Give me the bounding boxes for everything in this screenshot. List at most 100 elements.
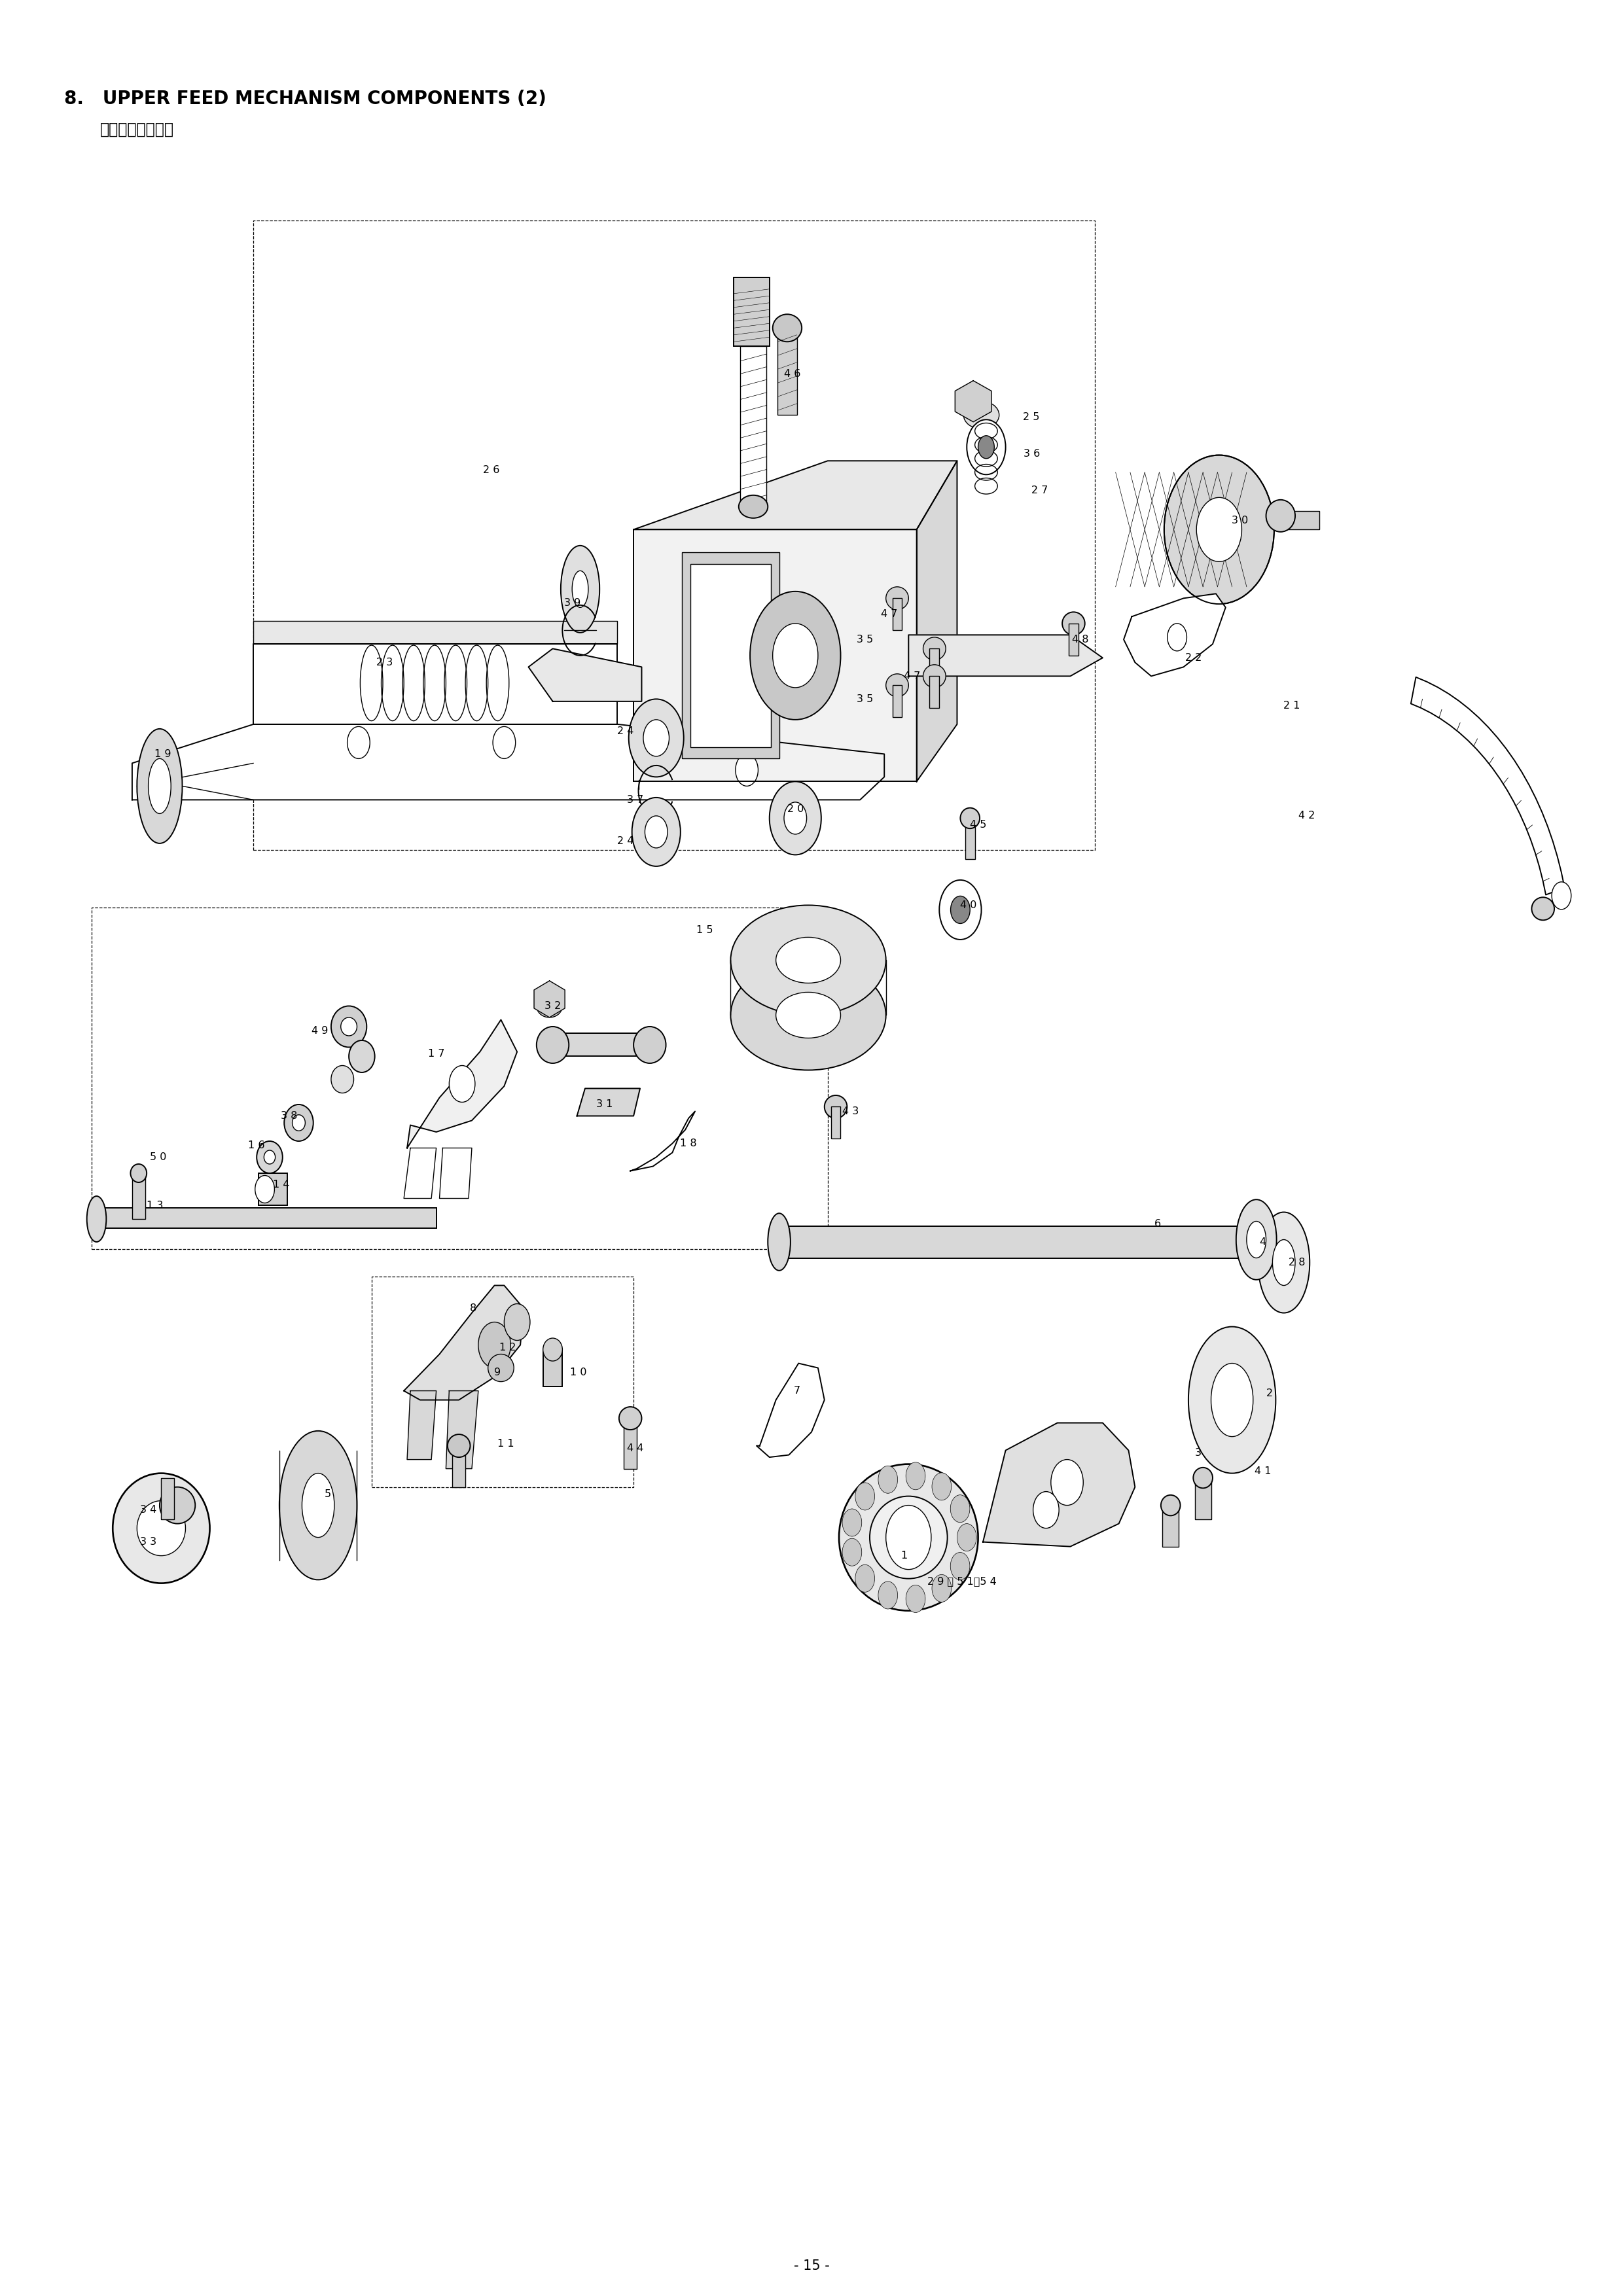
Ellipse shape — [1266, 501, 1295, 533]
Circle shape — [979, 436, 995, 459]
Ellipse shape — [618, 1407, 641, 1430]
Text: 3 2: 3 2 — [544, 1001, 562, 1010]
Polygon shape — [630, 1111, 695, 1171]
Circle shape — [906, 1584, 925, 1612]
Circle shape — [951, 1552, 971, 1580]
Ellipse shape — [633, 1026, 665, 1063]
Text: 4 7: 4 7 — [881, 608, 898, 620]
Ellipse shape — [730, 905, 886, 1015]
Bar — [623, 1419, 636, 1469]
Ellipse shape — [1253, 1212, 1276, 1270]
Text: 上送り関係（２）: 上送り関係（２） — [99, 122, 174, 138]
Polygon shape — [917, 461, 958, 781]
Bar — [893, 599, 902, 631]
Bar — [831, 1107, 841, 1139]
Text: 1 2: 1 2 — [498, 1343, 516, 1352]
Text: 3 4: 3 4 — [140, 1504, 156, 1515]
Circle shape — [750, 592, 841, 719]
Bar — [131, 1173, 144, 1219]
Text: 5 0: 5 0 — [149, 1153, 166, 1162]
Text: 4 9: 4 9 — [312, 1026, 328, 1035]
Bar — [740, 347, 766, 507]
Ellipse shape — [961, 808, 980, 829]
Ellipse shape — [136, 728, 182, 843]
Text: 3 7: 3 7 — [626, 794, 643, 804]
Text: 2: 2 — [1266, 1389, 1272, 1398]
Circle shape — [967, 420, 1006, 475]
Bar — [690, 565, 771, 746]
Text: 2 5: 2 5 — [1022, 413, 1040, 422]
Text: 3 3: 3 3 — [140, 1536, 156, 1548]
Circle shape — [735, 753, 758, 785]
Text: 2 2: 2 2 — [1185, 652, 1201, 664]
Text: 4 5: 4 5 — [971, 820, 987, 829]
Circle shape — [784, 801, 807, 833]
Ellipse shape — [331, 1065, 354, 1093]
Bar — [777, 328, 797, 416]
Ellipse shape — [130, 1164, 146, 1182]
Ellipse shape — [839, 1465, 979, 1612]
Circle shape — [1552, 882, 1571, 909]
Ellipse shape — [776, 992, 841, 1038]
Bar — [553, 1033, 649, 1056]
Ellipse shape — [265, 1150, 276, 1164]
Circle shape — [878, 1582, 898, 1609]
Ellipse shape — [136, 1502, 185, 1557]
Polygon shape — [404, 1148, 437, 1199]
Circle shape — [1052, 1460, 1083, 1506]
Text: 4: 4 — [1259, 1238, 1266, 1247]
Text: 6: 6 — [1154, 1219, 1160, 1228]
Ellipse shape — [256, 1141, 282, 1173]
Bar — [161, 1479, 174, 1520]
Bar — [96, 1208, 437, 1228]
Circle shape — [643, 719, 669, 755]
Text: 3 0: 3 0 — [1232, 517, 1248, 526]
Circle shape — [255, 1176, 274, 1203]
Circle shape — [347, 726, 370, 758]
Text: 3 6: 3 6 — [1022, 450, 1040, 459]
Text: 1 4: 1 4 — [273, 1180, 289, 1189]
Ellipse shape — [886, 588, 909, 611]
Ellipse shape — [1160, 1495, 1180, 1515]
Ellipse shape — [544, 1339, 563, 1362]
Polygon shape — [633, 461, 958, 530]
Polygon shape — [404, 1286, 524, 1401]
Bar — [893, 684, 902, 716]
Ellipse shape — [159, 1488, 195, 1525]
Circle shape — [932, 1575, 951, 1603]
Text: 1 8: 1 8 — [680, 1139, 696, 1148]
Text: 1 3: 1 3 — [146, 1201, 162, 1210]
Circle shape — [493, 726, 516, 758]
Bar — [930, 675, 940, 707]
Polygon shape — [633, 530, 917, 781]
Ellipse shape — [923, 666, 946, 687]
Circle shape — [951, 1495, 971, 1522]
Bar — [1274, 512, 1319, 530]
Polygon shape — [446, 1391, 479, 1469]
Polygon shape — [534, 980, 565, 1017]
Bar — [930, 650, 940, 680]
Circle shape — [628, 698, 683, 776]
Ellipse shape — [571, 572, 588, 608]
Ellipse shape — [768, 1212, 790, 1270]
Text: 4 6: 4 6 — [784, 370, 800, 379]
Text: 2 8: 2 8 — [1289, 1258, 1305, 1267]
Text: 4 2: 4 2 — [1298, 810, 1315, 820]
Ellipse shape — [1246, 1221, 1266, 1258]
Ellipse shape — [870, 1497, 948, 1580]
Ellipse shape — [886, 673, 909, 696]
Text: 1 5: 1 5 — [696, 925, 712, 934]
Ellipse shape — [331, 1006, 367, 1047]
Ellipse shape — [964, 402, 1000, 429]
Circle shape — [906, 1463, 925, 1490]
Text: 3 5: 3 5 — [857, 693, 873, 705]
Text: 2 4: 2 4 — [617, 836, 635, 845]
Polygon shape — [529, 650, 641, 700]
Circle shape — [940, 879, 982, 939]
Ellipse shape — [730, 960, 886, 1070]
Ellipse shape — [1237, 1199, 1277, 1279]
Polygon shape — [909, 636, 1102, 675]
Polygon shape — [1123, 595, 1225, 675]
Circle shape — [479, 1322, 511, 1368]
Circle shape — [855, 1483, 875, 1511]
